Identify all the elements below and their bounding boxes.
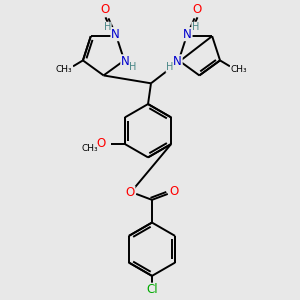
Text: N: N [183, 28, 192, 40]
Text: CH₃: CH₃ [230, 65, 247, 74]
Text: H: H [104, 22, 111, 32]
Text: Cl: Cl [146, 283, 158, 296]
Text: O: O [101, 3, 110, 16]
Text: O: O [193, 3, 202, 16]
Text: N: N [173, 55, 182, 68]
Text: H: H [192, 22, 199, 32]
Text: O: O [97, 136, 106, 150]
Text: CH₃: CH₃ [81, 145, 98, 154]
Text: H: H [166, 62, 173, 72]
Text: O: O [126, 186, 135, 200]
Text: N: N [111, 28, 120, 40]
Text: N: N [121, 55, 130, 68]
Text: O: O [169, 185, 178, 199]
Text: CH₃: CH₃ [56, 65, 73, 74]
Text: H: H [129, 62, 137, 72]
